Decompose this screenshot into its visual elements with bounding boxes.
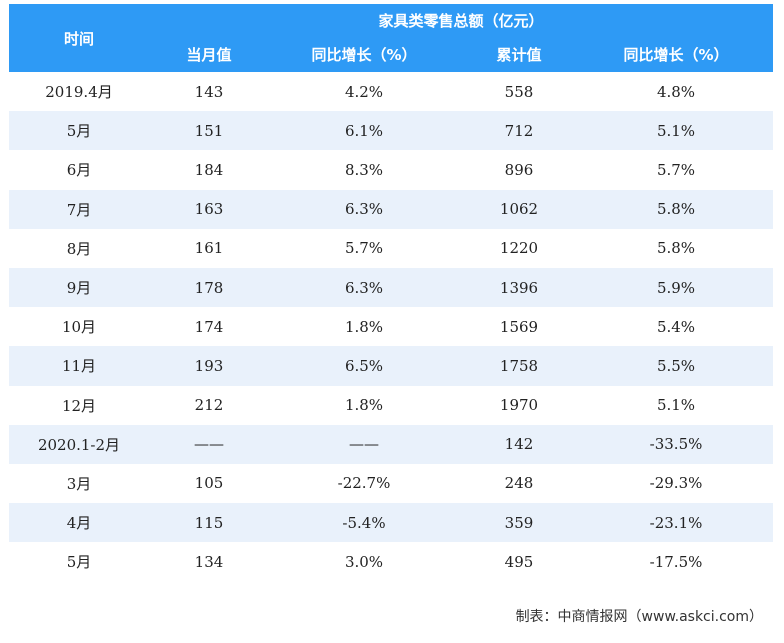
cell-cumulative: 558 (459, 72, 579, 112)
cell-month-yoy: 3.0% (269, 542, 459, 582)
cell-cumulative: 1569 (459, 307, 579, 347)
header-month-yoy: 同比增长（%） (269, 36, 459, 72)
table-row: 2020.1-2月 —— —— 142 -33.5% (9, 424, 774, 464)
cell-cumulative: 1062 (459, 189, 579, 229)
table-body: 2019.4月 143 4.2% 558 4.8% 5月 151 6.1% 71… (9, 72, 774, 582)
table-row: 10月 174 1.8% 1569 5.4% (9, 307, 774, 347)
table-row: 9月 178 6.3% 1396 5.9% (9, 267, 774, 308)
cell-time: 2020.1-2月 (9, 424, 149, 464)
cell-time: 11月 (9, 346, 149, 386)
cell-cumulative: 248 (459, 463, 579, 504)
cell-month-value: —— (149, 424, 269, 464)
cell-cumulative: 359 (459, 503, 579, 543)
cell-month-value: 178 (149, 267, 269, 308)
cell-month-value: 105 (149, 463, 269, 504)
cell-month-yoy: 1.8% (269, 307, 459, 347)
cell-time: 10月 (9, 307, 149, 347)
cell-month-value: 151 (149, 111, 269, 151)
cell-time: 9月 (9, 267, 149, 308)
cell-cumulative: 495 (459, 542, 579, 582)
cell-month-value: 134 (149, 542, 269, 582)
cell-cumulative-yoy: 4.8% (579, 72, 774, 112)
cell-time: 12月 (9, 385, 149, 425)
cell-month-yoy: 6.3% (269, 189, 459, 229)
header-cumulative-yoy: 同比增长（%） (579, 36, 774, 72)
cell-time: 2019.4月 (9, 72, 149, 112)
cell-cumulative-yoy: 5.1% (579, 111, 774, 151)
cell-month-yoy: 4.2% (269, 72, 459, 112)
cell-cumulative-yoy: 5.8% (579, 189, 774, 229)
cell-cumulative-yoy: -29.3% (579, 463, 774, 504)
cell-month-yoy: 6.1% (269, 111, 459, 151)
cell-cumulative-yoy: 5.7% (579, 150, 774, 190)
table-row: 6月 184 8.3% 896 5.7% (9, 150, 774, 190)
cell-cumulative: 1970 (459, 385, 579, 425)
cell-time: 7月 (9, 189, 149, 229)
cell-month-yoy: 6.3% (269, 267, 459, 308)
table-row: 5月 151 6.1% 712 5.1% (9, 111, 774, 151)
table-row: 11月 193 6.5% 1758 5.5% (9, 346, 774, 386)
cell-month-value: 161 (149, 228, 269, 268)
header-cumulative: 累计值 (459, 36, 579, 72)
cell-cumulative-yoy: 5.8% (579, 228, 774, 268)
header-group-title: 家具类零售总额（亿元） (149, 4, 774, 36)
cell-month-value: 143 (149, 72, 269, 112)
cell-cumulative-yoy: -23.1% (579, 503, 774, 543)
cell-month-yoy: -5.4% (269, 503, 459, 543)
cell-cumulative: 1220 (459, 228, 579, 268)
table-row: 5月 134 3.0% 495 -17.5% (9, 542, 774, 582)
table-frame: 时间 家具类零售总额（亿元） 当月值 同比增长（%） 累计值 同比增长（%） 2… (5, 0, 777, 640)
cell-cumulative: 896 (459, 150, 579, 190)
source-note: 制表：中商情报网（www.askci.com） (515, 609, 763, 625)
cell-time: 5月 (9, 111, 149, 151)
cell-cumulative: 142 (459, 424, 579, 464)
cell-cumulative-yoy: 5.1% (579, 385, 774, 425)
header-time: 时间 (9, 4, 149, 72)
cell-time: 4月 (9, 503, 149, 543)
cell-month-yoy: 6.5% (269, 346, 459, 386)
cell-cumulative-yoy: 5.5% (579, 346, 774, 386)
cell-cumulative-yoy: -17.5% (579, 542, 774, 582)
cell-month-value: 174 (149, 307, 269, 347)
cell-month-value: 212 (149, 385, 269, 425)
cell-cumulative: 712 (459, 111, 579, 151)
cell-cumulative: 1396 (459, 267, 579, 308)
cell-time: 5月 (9, 542, 149, 582)
cell-cumulative: 1758 (459, 346, 579, 386)
table-row: 4月 115 -5.4% 359 -23.1% (9, 503, 774, 543)
cell-cumulative-yoy: 5.4% (579, 307, 774, 347)
cell-time: 8月 (9, 228, 149, 268)
cell-month-value: 184 (149, 150, 269, 190)
header-month-value: 当月值 (149, 36, 269, 72)
cell-month-yoy: 8.3% (269, 150, 459, 190)
cell-month-yoy: —— (269, 424, 459, 464)
cell-month-value: 193 (149, 346, 269, 386)
cell-cumulative-yoy: 5.9% (579, 267, 774, 308)
cell-time: 3月 (9, 463, 149, 504)
table-header: 时间 家具类零售总额（亿元） 当月值 同比增长（%） 累计值 同比增长（%） (9, 4, 774, 72)
table-row: 12月 212 1.8% 1970 5.1% (9, 385, 774, 425)
table-row: 3月 105 -22.7% 248 -29.3% (9, 463, 774, 504)
table-row: 8月 161 5.7% 1220 5.8% (9, 228, 774, 268)
cell-month-value: 163 (149, 189, 269, 229)
cell-month-yoy: 5.7% (269, 228, 459, 268)
cell-month-yoy: 1.8% (269, 385, 459, 425)
table-row: 2019.4月 143 4.2% 558 4.8% (9, 72, 774, 112)
cell-cumulative-yoy: -33.5% (579, 424, 774, 464)
furniture-retail-table: 时间 家具类零售总额（亿元） 当月值 同比增长（%） 累计值 同比增长（%） 2… (9, 4, 774, 582)
cell-month-yoy: -22.7% (269, 463, 459, 504)
cell-month-value: 115 (149, 503, 269, 543)
cell-time: 6月 (9, 150, 149, 190)
table-row: 7月 163 6.3% 1062 5.8% (9, 189, 774, 229)
